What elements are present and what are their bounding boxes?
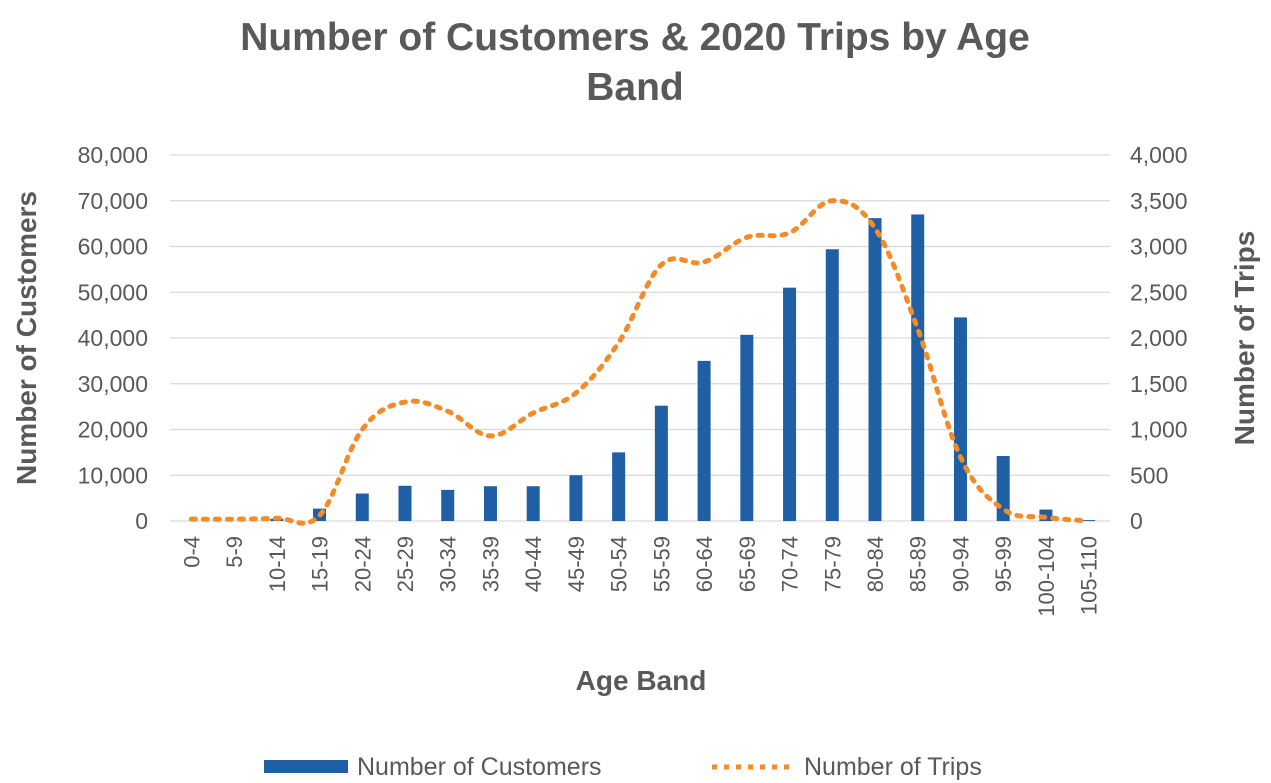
customer-bar	[398, 485, 412, 521]
x-axis-ticks: 0-4 5-9 10-14 15-19 20-24 25-29 30-34 35-39 40-4…	[179, 536, 1101, 617]
right-tick-label: 1,000	[1130, 417, 1188, 443]
category-label: 60-64	[692, 536, 717, 592]
customer-bar	[868, 218, 882, 521]
legend-label-customers: Number of Customers	[357, 753, 602, 781]
category-label: 100-104	[1034, 536, 1059, 617]
customer-bar	[441, 489, 455, 521]
customer-bar	[654, 405, 668, 521]
category-label: 45-49	[564, 536, 589, 592]
customer-bar	[697, 360, 711, 521]
left-tick-label: 10,000	[78, 462, 148, 488]
category-label: 20-24	[350, 536, 375, 592]
left-tick-label: 20,000	[78, 417, 148, 443]
right-tick-label: 500	[1130, 462, 1168, 488]
trips-point	[789, 232, 790, 233]
trips-line	[188, 198, 1092, 526]
trips-point	[618, 342, 619, 343]
left-axis-ticks: 0 10,000 20,000 30,000 40,000 50,000 60,000 70,…	[78, 142, 148, 534]
customer-bar	[783, 287, 797, 521]
right-tick-label: 0	[1130, 508, 1143, 534]
customer-bar	[911, 214, 925, 521]
y-axis-left-title: Number of Customers	[11, 191, 42, 485]
customer-bar	[483, 486, 497, 521]
category-label: 65-69	[735, 536, 760, 592]
legend-swatch-customers	[264, 760, 348, 773]
category-label: 95-99	[991, 536, 1016, 592]
customer-bar	[953, 317, 967, 521]
right-tick-label: 4,000	[1130, 142, 1188, 168]
right-tick-label: 2,000	[1130, 325, 1188, 351]
category-label: 80-84	[863, 536, 888, 592]
left-tick-label: 0	[135, 508, 148, 534]
right-tick-label: 2,500	[1130, 279, 1188, 305]
right-tick-label: 3,500	[1130, 188, 1188, 214]
category-label: 105-110	[1077, 536, 1102, 615]
left-tick-label: 40,000	[78, 325, 148, 351]
customer-bar	[526, 486, 540, 521]
category-label: 50-54	[607, 536, 632, 592]
customer-bar	[1082, 520, 1096, 521]
legend: Number of Customers Number of Trips	[264, 753, 982, 781]
chart-title-line2: Band	[586, 66, 684, 109]
category-label: 90-94	[948, 536, 973, 592]
left-tick-label: 70,000	[78, 188, 148, 214]
category-label: 75-79	[820, 536, 845, 592]
left-tick-label: 50,000	[78, 279, 148, 305]
category-label: 0-4	[179, 536, 204, 568]
category-label: 5-9	[222, 536, 247, 568]
category-label: 70-74	[778, 536, 803, 592]
category-label: 35-39	[478, 536, 503, 592]
category-label: 85-89	[906, 536, 931, 592]
category-label: 40-44	[521, 536, 546, 592]
category-label: 15-19	[308, 536, 333, 592]
customer-bar	[740, 334, 754, 521]
right-tick-label: 1,500	[1130, 371, 1188, 397]
left-tick-label: 60,000	[78, 234, 148, 260]
chart-title-line1: Number of Customers & 2020 Trips by Age	[240, 16, 1030, 59]
x-axis-title: Age Band	[576, 665, 707, 696]
trips-line-path	[188, 198, 1092, 526]
right-tick-label: 3,000	[1130, 234, 1188, 260]
customer-bar	[612, 452, 626, 521]
right-axis-ticks: 0 500 1,000 1,500 2,000 2,500 3,000 3,500 4,000	[1130, 142, 1188, 534]
category-label: 10-14	[265, 536, 290, 592]
category-label: 30-34	[436, 536, 461, 592]
left-tick-label: 30,000	[78, 371, 148, 397]
customer-bar	[825, 249, 839, 521]
customer-bar	[569, 475, 583, 521]
gridlines	[170, 154, 1110, 522]
category-label: 25-29	[393, 536, 418, 592]
left-tick-label: 80,000	[78, 142, 148, 168]
y-axis-right-title: Number of Trips	[1229, 231, 1260, 446]
category-label: 55-59	[649, 536, 674, 592]
legend-label-trips: Number of Trips	[804, 753, 982, 781]
customer-bar	[355, 493, 369, 521]
